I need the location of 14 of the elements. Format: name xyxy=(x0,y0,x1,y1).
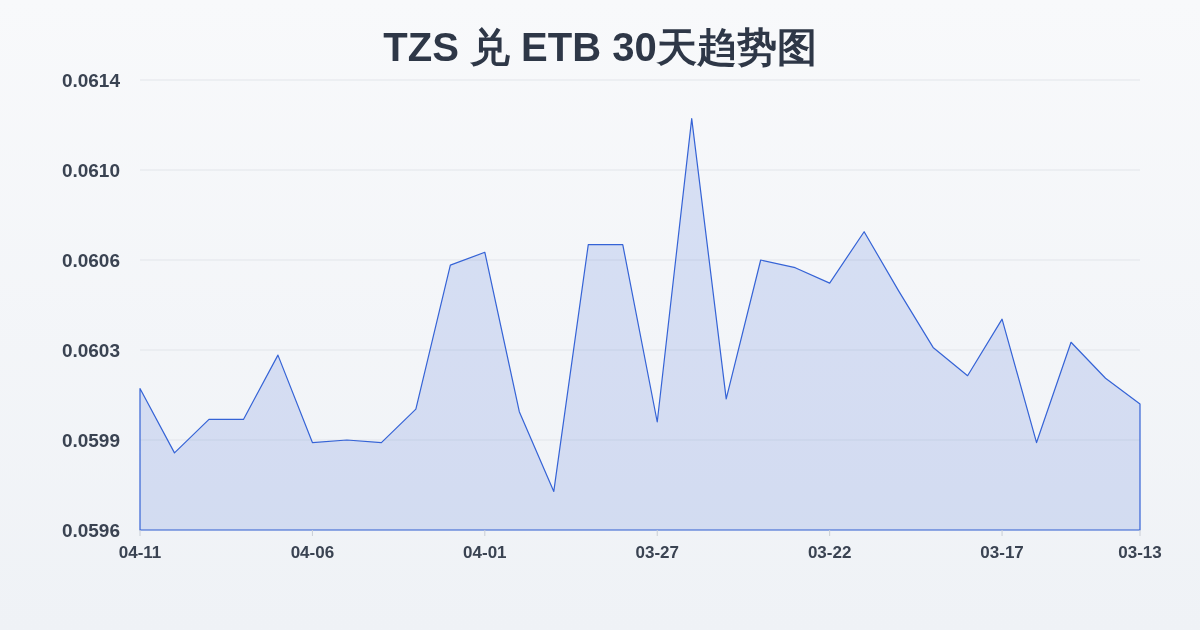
x-tick-label: 04-11 xyxy=(118,543,162,562)
y-tick-label: 0.0614 xyxy=(61,69,121,91)
x-tick-label: 03-17 xyxy=(980,543,1024,562)
x-tick-label: 03-22 xyxy=(807,543,852,562)
x-tick-label: 03-13 xyxy=(1118,543,1162,562)
y-tick-label: 0.0596 xyxy=(61,519,120,541)
y-tick-label: 0.0599 xyxy=(61,429,120,451)
x-tick-label: 04-06 xyxy=(290,543,335,562)
y-tick-label: 0.0610 xyxy=(61,159,120,181)
y-tick-label: 0.0606 xyxy=(61,249,120,271)
x-tick-label: 03-27 xyxy=(635,543,679,562)
x-tick-label: 04-01 xyxy=(463,543,507,562)
chart-title: TZS 兑 ETB 30天趋势图 xyxy=(383,25,817,69)
y-tick-label: 0.0603 xyxy=(61,339,120,361)
